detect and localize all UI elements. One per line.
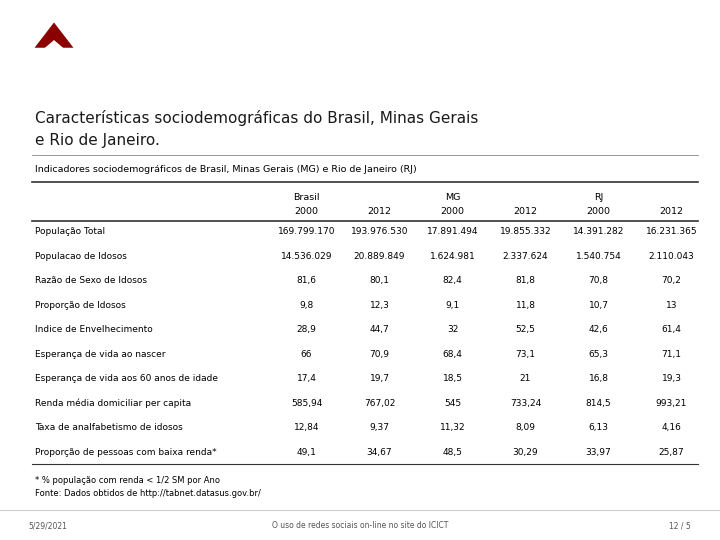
Text: 81,6: 81,6 [297,276,317,285]
Text: 6,13: 6,13 [588,423,608,432]
Text: Proporção de pessoas com baixa renda*: Proporção de pessoas com baixa renda* [35,448,217,456]
Text: 585,94: 585,94 [291,399,322,408]
Text: 49,1: 49,1 [297,448,316,456]
Text: Esperança de vida aos 60 anos de idade: Esperança de vida aos 60 anos de idade [35,374,218,383]
Text: 48,5: 48,5 [443,448,462,456]
Text: 25,87: 25,87 [659,448,684,456]
Text: Indice de Envelhecimento: Indice de Envelhecimento [35,325,153,334]
Text: Taxa de analfabetismo de idosos: Taxa de analfabetismo de idosos [35,423,183,432]
Text: 14.391.282: 14.391.282 [573,227,624,236]
Text: 68,4: 68,4 [443,349,462,359]
Text: 2012: 2012 [513,207,538,216]
Text: MG: MG [445,193,460,202]
Text: 42,6: 42,6 [589,325,608,334]
Text: ICICT: ICICT [97,29,157,49]
Text: 17.891.494: 17.891.494 [427,227,478,236]
Text: 17,4: 17,4 [297,374,316,383]
Text: Brasil: Brasil [293,193,320,202]
Text: 66: 66 [301,349,312,359]
Text: 814,5: 814,5 [585,399,611,408]
Text: 2012: 2012 [367,207,392,216]
Text: 65,3: 65,3 [588,349,608,359]
Text: 32: 32 [447,325,458,334]
Text: 19,7: 19,7 [369,374,390,383]
Text: 82,4: 82,4 [443,276,462,285]
Text: Esperança de vida ao nascer: Esperança de vida ao nascer [35,349,166,359]
Text: e Rio de Janeiro.: e Rio de Janeiro. [35,133,160,148]
Text: 12,3: 12,3 [369,301,390,309]
Text: 9,8: 9,8 [300,301,314,309]
Text: 70,2: 70,2 [662,276,681,285]
Text: 34,67: 34,67 [366,448,392,456]
Text: 33,97: 33,97 [585,448,611,456]
Polygon shape [22,14,86,52]
Text: Populacao de Idosos: Populacao de Idosos [35,252,127,261]
Text: 81,8: 81,8 [516,276,536,285]
Text: 4,16: 4,16 [662,423,681,432]
Text: 28,9: 28,9 [297,325,316,334]
Text: 16,8: 16,8 [588,374,608,383]
Text: 169.799.170: 169.799.170 [278,227,336,236]
Text: * % população com renda < 1/2 SM por Ano: * % população com renda < 1/2 SM por Ano [35,476,220,485]
Text: 44,7: 44,7 [369,325,390,334]
Text: 73,1: 73,1 [516,349,536,359]
Text: RJ: RJ [594,193,603,202]
Text: 10,7: 10,7 [588,301,608,309]
Text: 193.976.530: 193.976.530 [351,227,408,236]
Text: 9,1: 9,1 [446,301,459,309]
Text: 2000: 2000 [441,207,464,216]
Text: 52,5: 52,5 [516,325,536,334]
Polygon shape [35,23,73,48]
Text: 5/29/2021: 5/29/2021 [29,522,68,530]
Text: 30,29: 30,29 [513,448,539,456]
Text: 11,32: 11,32 [440,423,465,432]
Text: 9,37: 9,37 [369,423,390,432]
Text: 1.540.754: 1.540.754 [575,252,621,261]
Polygon shape [42,40,66,51]
Text: Proporção de Idosos: Proporção de Idosos [35,301,126,309]
Text: Fonte: Dados obtidos de http://tabnet.datasus.gov.br/: Fonte: Dados obtidos de http://tabnet.da… [35,489,261,498]
Text: População Total: População Total [35,227,105,236]
Text: Características sociodemográficas do Brasil, Minas Gerais: Características sociodemográficas do Bra… [35,110,478,126]
Text: 70,9: 70,9 [369,349,390,359]
Text: 80,1: 80,1 [369,276,390,285]
Text: 16.231.365: 16.231.365 [646,227,697,236]
Text: Razão de Sexo de Idosos: Razão de Sexo de Idosos [35,276,147,285]
Text: 2.110.043: 2.110.043 [649,252,694,261]
Text: 545: 545 [444,399,461,408]
Text: 767,02: 767,02 [364,399,395,408]
Text: 21: 21 [520,374,531,383]
Text: 19,3: 19,3 [662,374,682,383]
Text: 1.624.981: 1.624.981 [430,252,475,261]
Text: 2.337.624: 2.337.624 [503,252,549,261]
Text: O uso de redes sociais on-line no site do ICICT: O uso de redes sociais on-line no site d… [272,522,448,530]
Text: 14.536.029: 14.536.029 [281,252,332,261]
Text: 12,84: 12,84 [294,423,319,432]
Text: 19.855.332: 19.855.332 [500,227,552,236]
Text: 20.889.849: 20.889.849 [354,252,405,261]
Text: 993,21: 993,21 [656,399,687,408]
Text: 12 / 5: 12 / 5 [670,522,691,530]
Text: 11,8: 11,8 [516,301,536,309]
Text: 2012: 2012 [660,207,683,216]
Text: 71,1: 71,1 [662,349,682,359]
Text: 2000: 2000 [294,207,318,216]
Text: 61,4: 61,4 [662,325,681,334]
Text: 733,24: 733,24 [510,399,541,408]
Text: 18,5: 18,5 [443,374,462,383]
Text: 8,09: 8,09 [516,423,536,432]
Text: Renda média domiciliar per capita: Renda média domiciliar per capita [35,399,191,408]
Text: 2000: 2000 [587,207,611,216]
Text: 70,8: 70,8 [588,276,608,285]
Text: 13: 13 [666,301,678,309]
Text: Indicadores sociodemográficos de Brasil, Minas Gerais (MG) e Rio de Janeiro (RJ): Indicadores sociodemográficos de Brasil,… [35,165,417,174]
